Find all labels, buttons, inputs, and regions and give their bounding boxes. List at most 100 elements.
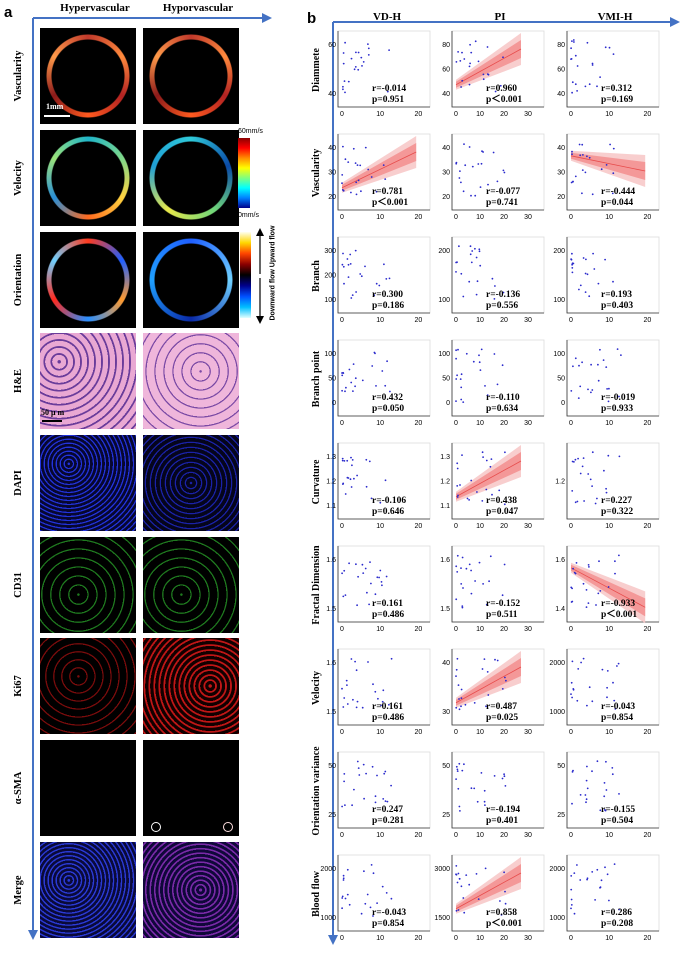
scatter-point: [618, 554, 620, 557]
scatter-point: [455, 162, 458, 165]
scatter-point: [342, 85, 344, 88]
scatter-point: [596, 85, 598, 88]
scatter-point: [498, 489, 501, 492]
scatter-point: [383, 263, 385, 266]
scatter-plot: 1.2 0 10 20: [555, 442, 660, 530]
x-tick-label: 10: [376, 523, 384, 530]
x-tick-label: 10: [476, 420, 484, 427]
scatter-plot: 100 200 0 10 20 30: [438, 236, 545, 324]
scatter-point: [470, 479, 473, 482]
scatter-point: [463, 763, 465, 766]
y-tick-label: 2000: [320, 866, 336, 873]
scatter-point: [455, 865, 458, 867]
scatter-plot: 20 30 40 0 10 20: [328, 133, 431, 221]
scatter-point: [352, 363, 355, 365]
upward-flow-label: Upward flow: [269, 225, 277, 268]
p-value: p=0.511: [486, 610, 518, 620]
x-tick-label: 10: [476, 626, 484, 633]
scatter-plot: 1000 2000 0 10 20: [320, 854, 431, 942]
x-tick-label: 0: [569, 420, 573, 427]
scatter-point: [456, 881, 459, 884]
scatter-plot: 20 30 40 0 10 20: [557, 133, 660, 221]
x-tick-label: 20: [643, 523, 651, 530]
x-tick-label: 0: [454, 523, 458, 530]
scatter-point: [587, 602, 590, 604]
y-tick-label: 2000: [549, 866, 565, 873]
scatter-point: [606, 873, 609, 876]
x-tick-label: 0: [340, 626, 344, 633]
scatter-point: [366, 893, 369, 896]
scatter-point: [599, 348, 601, 351]
scatter-point: [462, 190, 465, 193]
x-tick-label: 30: [524, 317, 532, 324]
scatter-point: [464, 164, 467, 167]
p-value: p=0.951: [372, 95, 405, 105]
panel-a-row-label: Merge: [13, 875, 24, 905]
plot-axes: [337, 31, 430, 108]
scatter-point: [612, 172, 615, 175]
scatter-point: [584, 171, 587, 174]
scatter-plot: 40 60 80 0 10 20 30: [442, 30, 545, 118]
correlation-stats: r=0.781 p＜0.001: [372, 187, 408, 209]
scatter-point: [482, 456, 484, 458]
panel-b-col-header-pi: PI: [494, 11, 506, 23]
scatter-point: [606, 686, 608, 689]
scatter-point: [599, 886, 602, 889]
scatter-point: [493, 775, 496, 777]
arrow-right-b-icon: [670, 17, 680, 27]
scatter-point: [579, 879, 582, 881]
correlation-stats: r=-0.043 p=0.854: [601, 702, 635, 724]
scatter-point: [504, 785, 507, 787]
scatter-point: [608, 46, 611, 49]
y-tick-label: 200: [553, 248, 565, 255]
scatter-point: [575, 562, 578, 564]
scatter-point: [584, 85, 587, 88]
arrow-down-icon: [28, 930, 38, 940]
scatter-point: [591, 485, 593, 487]
scatter-point: [362, 61, 365, 63]
r-value: r=-0.194: [486, 805, 521, 815]
r-value: r=-0.933: [601, 599, 636, 609]
fit-line: [455, 666, 522, 704]
scatter-point: [376, 902, 378, 904]
x-tick-label: 0: [340, 935, 344, 942]
scatter-point: [470, 569, 472, 572]
scatter-point: [486, 73, 489, 75]
scatter-point: [461, 79, 464, 82]
scatter-point: [342, 88, 344, 91]
r-value: r=-0.106: [372, 496, 407, 506]
x-tick-label: 30: [524, 523, 532, 530]
image-dapi-hyper: [40, 435, 136, 531]
scatter-point: [459, 810, 461, 812]
scatter-point: [460, 272, 463, 275]
scatter-point: [350, 297, 353, 299]
scatter-point: [469, 253, 472, 256]
scatter-point: [354, 162, 357, 164]
panel-a-axes-arrows: [28, 13, 272, 940]
scatter-point: [457, 909, 460, 911]
scatter-point: [351, 804, 353, 807]
plot-axes: [451, 443, 544, 520]
scatter-point: [455, 565, 458, 568]
scatter-point: [362, 572, 365, 574]
scatter-point: [597, 282, 600, 285]
plot-axes: [337, 855, 430, 932]
scatter-point: [463, 58, 466, 60]
scatter-point: [587, 564, 590, 566]
scatter-point: [576, 65, 579, 67]
scatter-point: [582, 257, 585, 259]
fit-line: [455, 460, 522, 498]
panel-a-row-label: Vascularity: [13, 50, 24, 102]
scatter-point: [487, 694, 490, 696]
scatter-point: [588, 83, 591, 86]
scatter-point: [361, 65, 363, 67]
correlation-stats: r=-0.043 p=0.854: [372, 908, 406, 930]
scatter-point: [603, 809, 606, 811]
r-value: r=0.960: [486, 84, 518, 94]
scatter-point: [482, 78, 485, 81]
scatter-point: [606, 696, 608, 699]
scatter-point: [344, 804, 346, 806]
correlation-stats: r=0.487 p=0.025: [486, 702, 518, 724]
scatter-point: [612, 681, 614, 684]
r-value: r=0.432: [372, 393, 404, 403]
